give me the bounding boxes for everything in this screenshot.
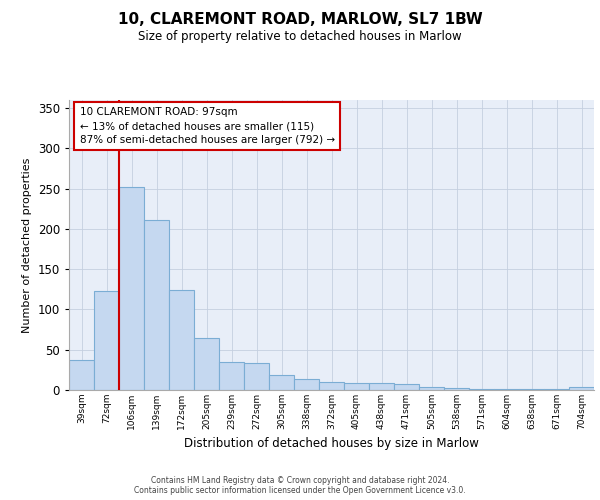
- Bar: [319, 382, 344, 390]
- Text: Contains HM Land Registry data © Crown copyright and database right 2024.
Contai: Contains HM Land Registry data © Crown c…: [134, 476, 466, 495]
- Text: Size of property relative to detached houses in Marlow: Size of property relative to detached ho…: [138, 30, 462, 43]
- Bar: [244, 364, 269, 390]
- Bar: [294, 378, 319, 390]
- Bar: [269, 374, 294, 390]
- Bar: [119, 187, 144, 390]
- Bar: [69, 360, 94, 390]
- Bar: [94, 291, 119, 390]
- Bar: [519, 389, 544, 390]
- Bar: [494, 389, 519, 390]
- Bar: [344, 383, 369, 390]
- Bar: [419, 387, 444, 390]
- Y-axis label: Number of detached properties: Number of detached properties: [22, 158, 32, 332]
- Bar: [219, 362, 244, 390]
- Bar: [444, 388, 469, 390]
- Bar: [169, 290, 194, 390]
- Bar: [144, 220, 169, 390]
- X-axis label: Distribution of detached houses by size in Marlow: Distribution of detached houses by size …: [184, 438, 479, 450]
- Bar: [469, 389, 494, 390]
- Bar: [194, 338, 219, 390]
- Text: 10, CLAREMONT ROAD, MARLOW, SL7 1BW: 10, CLAREMONT ROAD, MARLOW, SL7 1BW: [118, 12, 482, 28]
- Bar: [394, 384, 419, 390]
- Text: 10 CLAREMONT ROAD: 97sqm
← 13% of detached houses are smaller (115)
87% of semi-: 10 CLAREMONT ROAD: 97sqm ← 13% of detach…: [79, 108, 335, 146]
- Bar: [569, 387, 594, 390]
- Bar: [369, 383, 394, 390]
- Bar: [544, 389, 569, 390]
